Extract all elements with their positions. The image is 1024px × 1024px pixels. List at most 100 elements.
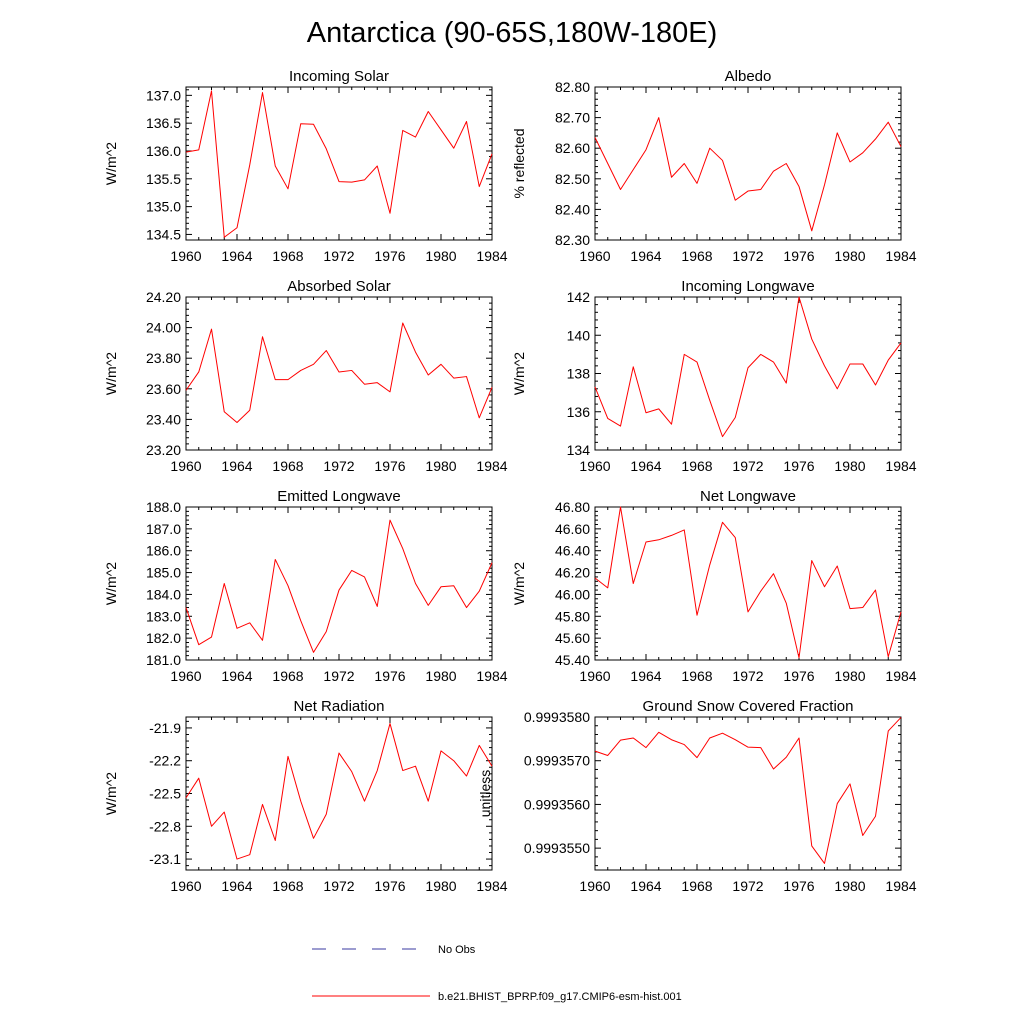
y-tick-label: 0.9993560 (524, 796, 590, 812)
y-tick-label: 23.80 (146, 350, 181, 366)
y-tick-label: 0.9993550 (524, 840, 590, 856)
x-tick-label: 1968 (272, 248, 303, 264)
panel-title: Incoming Longwave (681, 278, 814, 295)
panel-albedo: Albedo 1960 1964 1968 1972 1976 1980 1984 82.30 8… (511, 68, 917, 264)
x-tick-label: 1980 (425, 248, 456, 264)
panel-title: Net Longwave (700, 488, 796, 505)
x-tick-label: 1968 (681, 878, 712, 894)
y-tick-label: 138 (567, 366, 591, 382)
y-axis-label: % reflected (511, 128, 527, 198)
y-tick-label: 82.40 (555, 201, 590, 217)
x-tick-label: 1960 (579, 248, 610, 264)
x-tick-label: 1984 (885, 248, 916, 264)
x-tick-label: 1968 (272, 878, 303, 894)
x-tick-label: 1976 (374, 668, 405, 684)
x-tick-label: 1968 (272, 458, 303, 474)
y-axis-label: W/m^2 (103, 772, 119, 815)
y-tick-label: 0.9993580 (524, 709, 590, 725)
y-tick-label: -22.5 (149, 786, 181, 802)
x-tick-label: 1960 (170, 458, 201, 474)
y-tick-label: 46.80 (555, 499, 590, 515)
x-tick-label: 1964 (221, 668, 252, 684)
x-tick-label: 1972 (323, 458, 354, 474)
series-line (594, 117, 902, 232)
y-tick-label: 45.80 (555, 608, 590, 624)
x-tick-label: 1984 (885, 458, 916, 474)
series-line (594, 296, 902, 438)
y-tick-label: -22.8 (149, 818, 181, 834)
x-tick-label: 1980 (834, 458, 865, 474)
y-tick-label: 135.5 (146, 171, 181, 187)
x-tick-label: 1960 (170, 878, 201, 894)
y-tick-label: 185.0 (146, 565, 181, 581)
panel-title: Ground Snow Covered Fraction (643, 698, 854, 715)
panel-emitted-longwave: Emitted Longwave 1960 1964 1968 1972 1976 1980… (103, 488, 508, 684)
x-tick-label: 1960 (170, 248, 201, 264)
legend-label-model-run: b.e21.BHIST_BPRP.f09_g17.CMIP6-esm-hist.… (438, 991, 682, 1003)
y-tick-label: 136 (567, 404, 591, 420)
legend: No Obs b.e21.BHIST_BPRP.f09_g17.CMIP6-es… (312, 944, 682, 1003)
series-line (594, 717, 902, 864)
x-tick-label: 1968 (272, 668, 303, 684)
x-tick-label: 1984 (885, 668, 916, 684)
y-tick-label: 188.0 (146, 499, 181, 515)
y-tick-label: 46.00 (555, 586, 590, 602)
series-line (185, 322, 493, 423)
x-tick-label: 1976 (374, 458, 405, 474)
x-tick-label: 1960 (579, 668, 610, 684)
panel-absorbed-solar: Absorbed Solar 1960 1964 1968 1972 1976 1980 19… (103, 278, 508, 474)
y-tick-label: 46.60 (555, 521, 590, 537)
y-tick-label: 136.0 (146, 143, 181, 159)
y-tick-label: 0.9993570 (524, 753, 590, 769)
x-tick-label: 1960 (579, 878, 610, 894)
panel-title: Absorbed Solar (287, 278, 390, 295)
series-line (185, 723, 493, 860)
x-tick-label: 1984 (476, 878, 507, 894)
x-tick-label: 1980 (834, 878, 865, 894)
y-tick-label: 82.60 (555, 140, 590, 156)
x-tick-label: 1984 (476, 458, 507, 474)
y-tick-label: 23.40 (146, 411, 181, 427)
x-tick-label: 1976 (374, 248, 405, 264)
y-tick-label: 45.60 (555, 630, 590, 646)
y-tick-label: 182.0 (146, 630, 181, 646)
x-tick-label: 1980 (834, 668, 865, 684)
y-tick-label: 134 (567, 442, 591, 458)
y-tick-label: 134.5 (146, 226, 181, 242)
x-tick-label: 1972 (732, 668, 763, 684)
x-tick-label: 1964 (630, 458, 661, 474)
x-tick-label: 1964 (221, 878, 252, 894)
figure-title: Antarctica (90-65S,180W-180E) (307, 17, 718, 49)
x-tick-label: 1964 (630, 668, 661, 684)
y-tick-label: 135.0 (146, 199, 181, 215)
y-tick-label: 184.0 (146, 586, 181, 602)
y-tick-label: 82.70 (555, 110, 590, 126)
chart-panels: Incoming Solar 1960 1964 1968 1972 1976 1980 19… (103, 68, 917, 894)
x-tick-label: 1960 (579, 458, 610, 474)
x-tick-label: 1960 (170, 668, 201, 684)
y-tick-label: 187.0 (146, 521, 181, 537)
panel-incoming-longwave: Incoming Longwave 1960 1964 1968 1972 1976 198… (511, 278, 917, 474)
x-tick-label: 1984 (885, 878, 916, 894)
y-axis-label: unitless (477, 770, 493, 817)
x-tick-label: 1980 (425, 458, 456, 474)
y-tick-label: 23.60 (146, 381, 181, 397)
panel-title: Emitted Longwave (277, 488, 400, 505)
y-tick-label: 23.20 (146, 442, 181, 458)
x-tick-label: 1976 (783, 668, 814, 684)
y-tick-label: 82.50 (555, 171, 590, 187)
x-tick-label: 1980 (425, 878, 456, 894)
panel-net-radiation: Net Radiation 1960 1964 1968 1972 1976 1980 198… (103, 698, 508, 894)
x-tick-label: 1980 (834, 248, 865, 264)
panel-net-longwave: Net Longwave 1960 1964 1968 1972 1976 1980 1984… (511, 488, 917, 684)
x-tick-label: 1964 (221, 458, 252, 474)
x-tick-label: 1976 (374, 878, 405, 894)
panel-ground-snow-covered-fraction: Ground Snow Covered Fraction 1960 1964 1968… (477, 698, 917, 894)
y-tick-label: 137.0 (146, 87, 181, 103)
x-tick-label: 1972 (732, 458, 763, 474)
x-tick-label: 1976 (783, 878, 814, 894)
x-tick-label: 1972 (732, 878, 763, 894)
y-tick-label: 186.0 (146, 543, 181, 559)
y-tick-label: 46.20 (555, 565, 590, 581)
